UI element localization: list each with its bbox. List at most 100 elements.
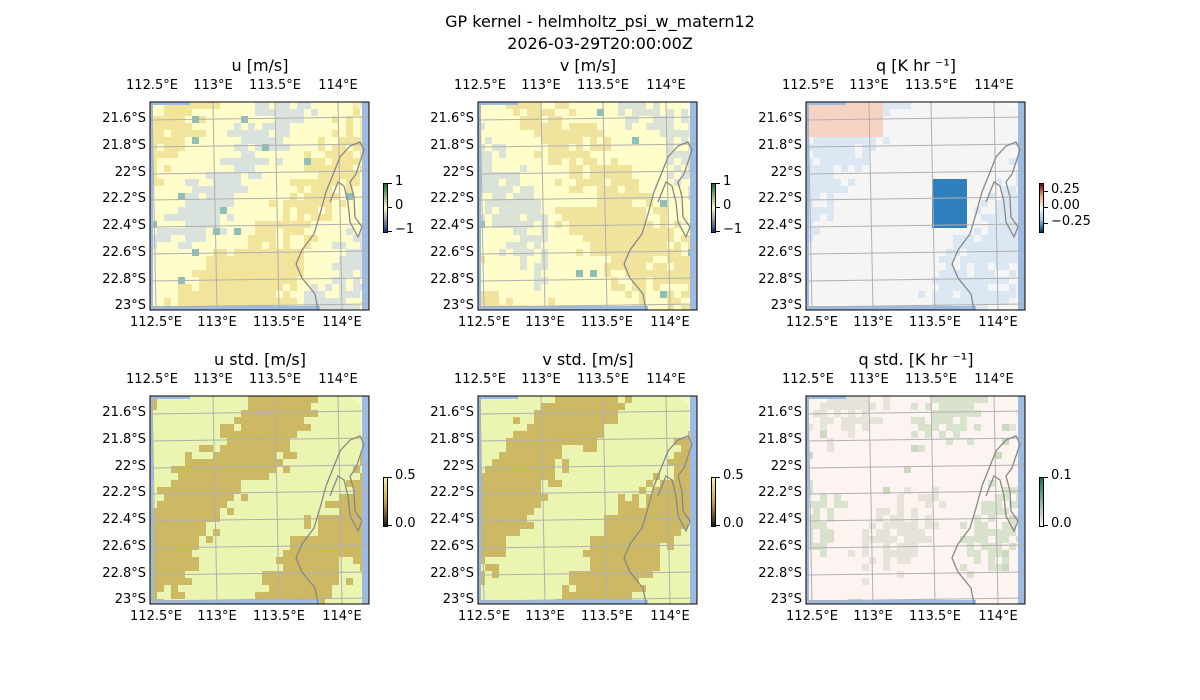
heatmap-cell: [164, 137, 171, 144]
gridline-lat: [477, 116, 698, 121]
gridline-lon: [807, 395, 813, 605]
heatmap-cell: [904, 466, 911, 473]
heatmap-cell: [276, 284, 283, 291]
heatmap-cell: [869, 102, 876, 109]
heatmap-cell: [555, 410, 562, 417]
heatmap-cell: [674, 494, 681, 501]
heatmap-cell: [618, 109, 625, 116]
heatmap-cell: [234, 144, 241, 151]
heatmap-cell: [185, 193, 192, 200]
heatmap-cell: [569, 186, 576, 193]
heatmap-cell: [632, 494, 639, 501]
heatmap-cell: [646, 123, 653, 130]
heatmap-cell: [639, 270, 646, 277]
heatmap-cell: [1002, 235, 1009, 242]
heatmap-cell: [667, 508, 674, 515]
heatmap-cell: [241, 417, 248, 424]
heatmap-cell: [541, 137, 548, 144]
heatmap-cell: [597, 571, 604, 578]
heatmap-cell: [325, 186, 332, 193]
heatmap-cell: [192, 473, 199, 480]
y-tick-label: 21.8°S: [758, 432, 802, 447]
heatmap-cell: [513, 179, 520, 186]
heatmap-cell: [499, 151, 506, 158]
heatmap-cell: [513, 459, 520, 466]
heatmap-cell: [674, 466, 681, 473]
heatmap-cell: [939, 200, 946, 207]
heatmap-cell: [485, 529, 492, 536]
y-tick-label: 23°S: [114, 298, 146, 313]
heatmap-cell: [227, 263, 234, 270]
heatmap-cell: [834, 144, 841, 151]
heatmap-cell: [353, 144, 360, 151]
x-tick-label-top: 112.5°E: [126, 78, 178, 93]
heatmap-cell: [255, 235, 262, 242]
heatmap-cell: [513, 200, 520, 207]
heatmap-cell: [248, 123, 255, 130]
heatmap-cell: [548, 417, 555, 424]
heatmap-cell: [283, 277, 290, 284]
heatmap-cell: [318, 550, 325, 557]
heatmap-cell: [178, 123, 185, 130]
heatmap-cell: [590, 410, 597, 417]
heatmap-cell: [290, 256, 297, 263]
heatmap-cell: [646, 550, 653, 557]
heatmap-cell: [339, 158, 346, 165]
heatmap-cell: [583, 417, 590, 424]
heatmap-cell: [185, 214, 192, 221]
colorbar: [1039, 183, 1044, 233]
heatmap-cell: [590, 585, 597, 592]
heatmap-cell: [590, 571, 597, 578]
heatmap-cell: [611, 165, 618, 172]
heatmap-cell: [597, 172, 604, 179]
heatmap-cell: [918, 536, 925, 543]
heatmap-cell: [555, 137, 562, 144]
heatmap-cell: [234, 417, 241, 424]
heatmap-cell: [660, 116, 667, 123]
y-tick-label: 22.2°S: [430, 485, 474, 500]
x-tick-label-top: 114°E: [318, 372, 358, 387]
heatmap-cell: [478, 578, 485, 585]
heatmap-cell: [164, 550, 171, 557]
heatmap-cell: [981, 277, 988, 284]
heatmap-cell: [304, 571, 311, 578]
colorbar-tick: [388, 183, 392, 184]
heatmap-cell: [1002, 564, 1009, 571]
heatmap-cell: [855, 102, 862, 109]
heatmap-cell: [632, 501, 639, 508]
heatmap-cell: [827, 445, 834, 452]
heatmap-cell: [332, 550, 339, 557]
gridline-lon: [212, 395, 218, 605]
heatmap-cell: [171, 487, 178, 494]
heatmap-cell: [618, 284, 625, 291]
heatmap-cell: [632, 235, 639, 242]
heatmap-cell: [527, 487, 534, 494]
heatmap-cell: [262, 221, 269, 228]
heatmap-cell: [960, 410, 967, 417]
heatmap-cell: [311, 193, 318, 200]
heatmap-cell: [988, 557, 995, 564]
heatmap-cell: [611, 403, 618, 410]
heatmap-cell: [164, 543, 171, 550]
heatmap-cell: [290, 221, 297, 228]
heatmap-cell: [960, 403, 967, 410]
heatmap-cell: [332, 557, 339, 564]
heatmap-cell: [150, 242, 157, 249]
heatmap-cell: [206, 214, 213, 221]
colorbar-tick-label: 0: [395, 198, 404, 213]
heatmap-cell: [1002, 487, 1009, 494]
heatmap-cell: [653, 564, 660, 571]
heatmap-cell: [611, 186, 618, 193]
heatmap-cell: [262, 396, 269, 403]
heatmap-cell: [332, 158, 339, 165]
heatmap-cell: [820, 109, 827, 116]
heatmap-cell: [290, 410, 297, 417]
heatmap-cell: [499, 249, 506, 256]
heatmap-cell: [897, 550, 904, 557]
figure-subtitle: 2026-03-29T20:00:00Z: [507, 34, 693, 53]
heatmap-cell: [311, 557, 318, 564]
heatmap-cell: [283, 123, 290, 130]
gridline-lat: [477, 303, 698, 308]
heatmap-cell: [206, 508, 213, 515]
